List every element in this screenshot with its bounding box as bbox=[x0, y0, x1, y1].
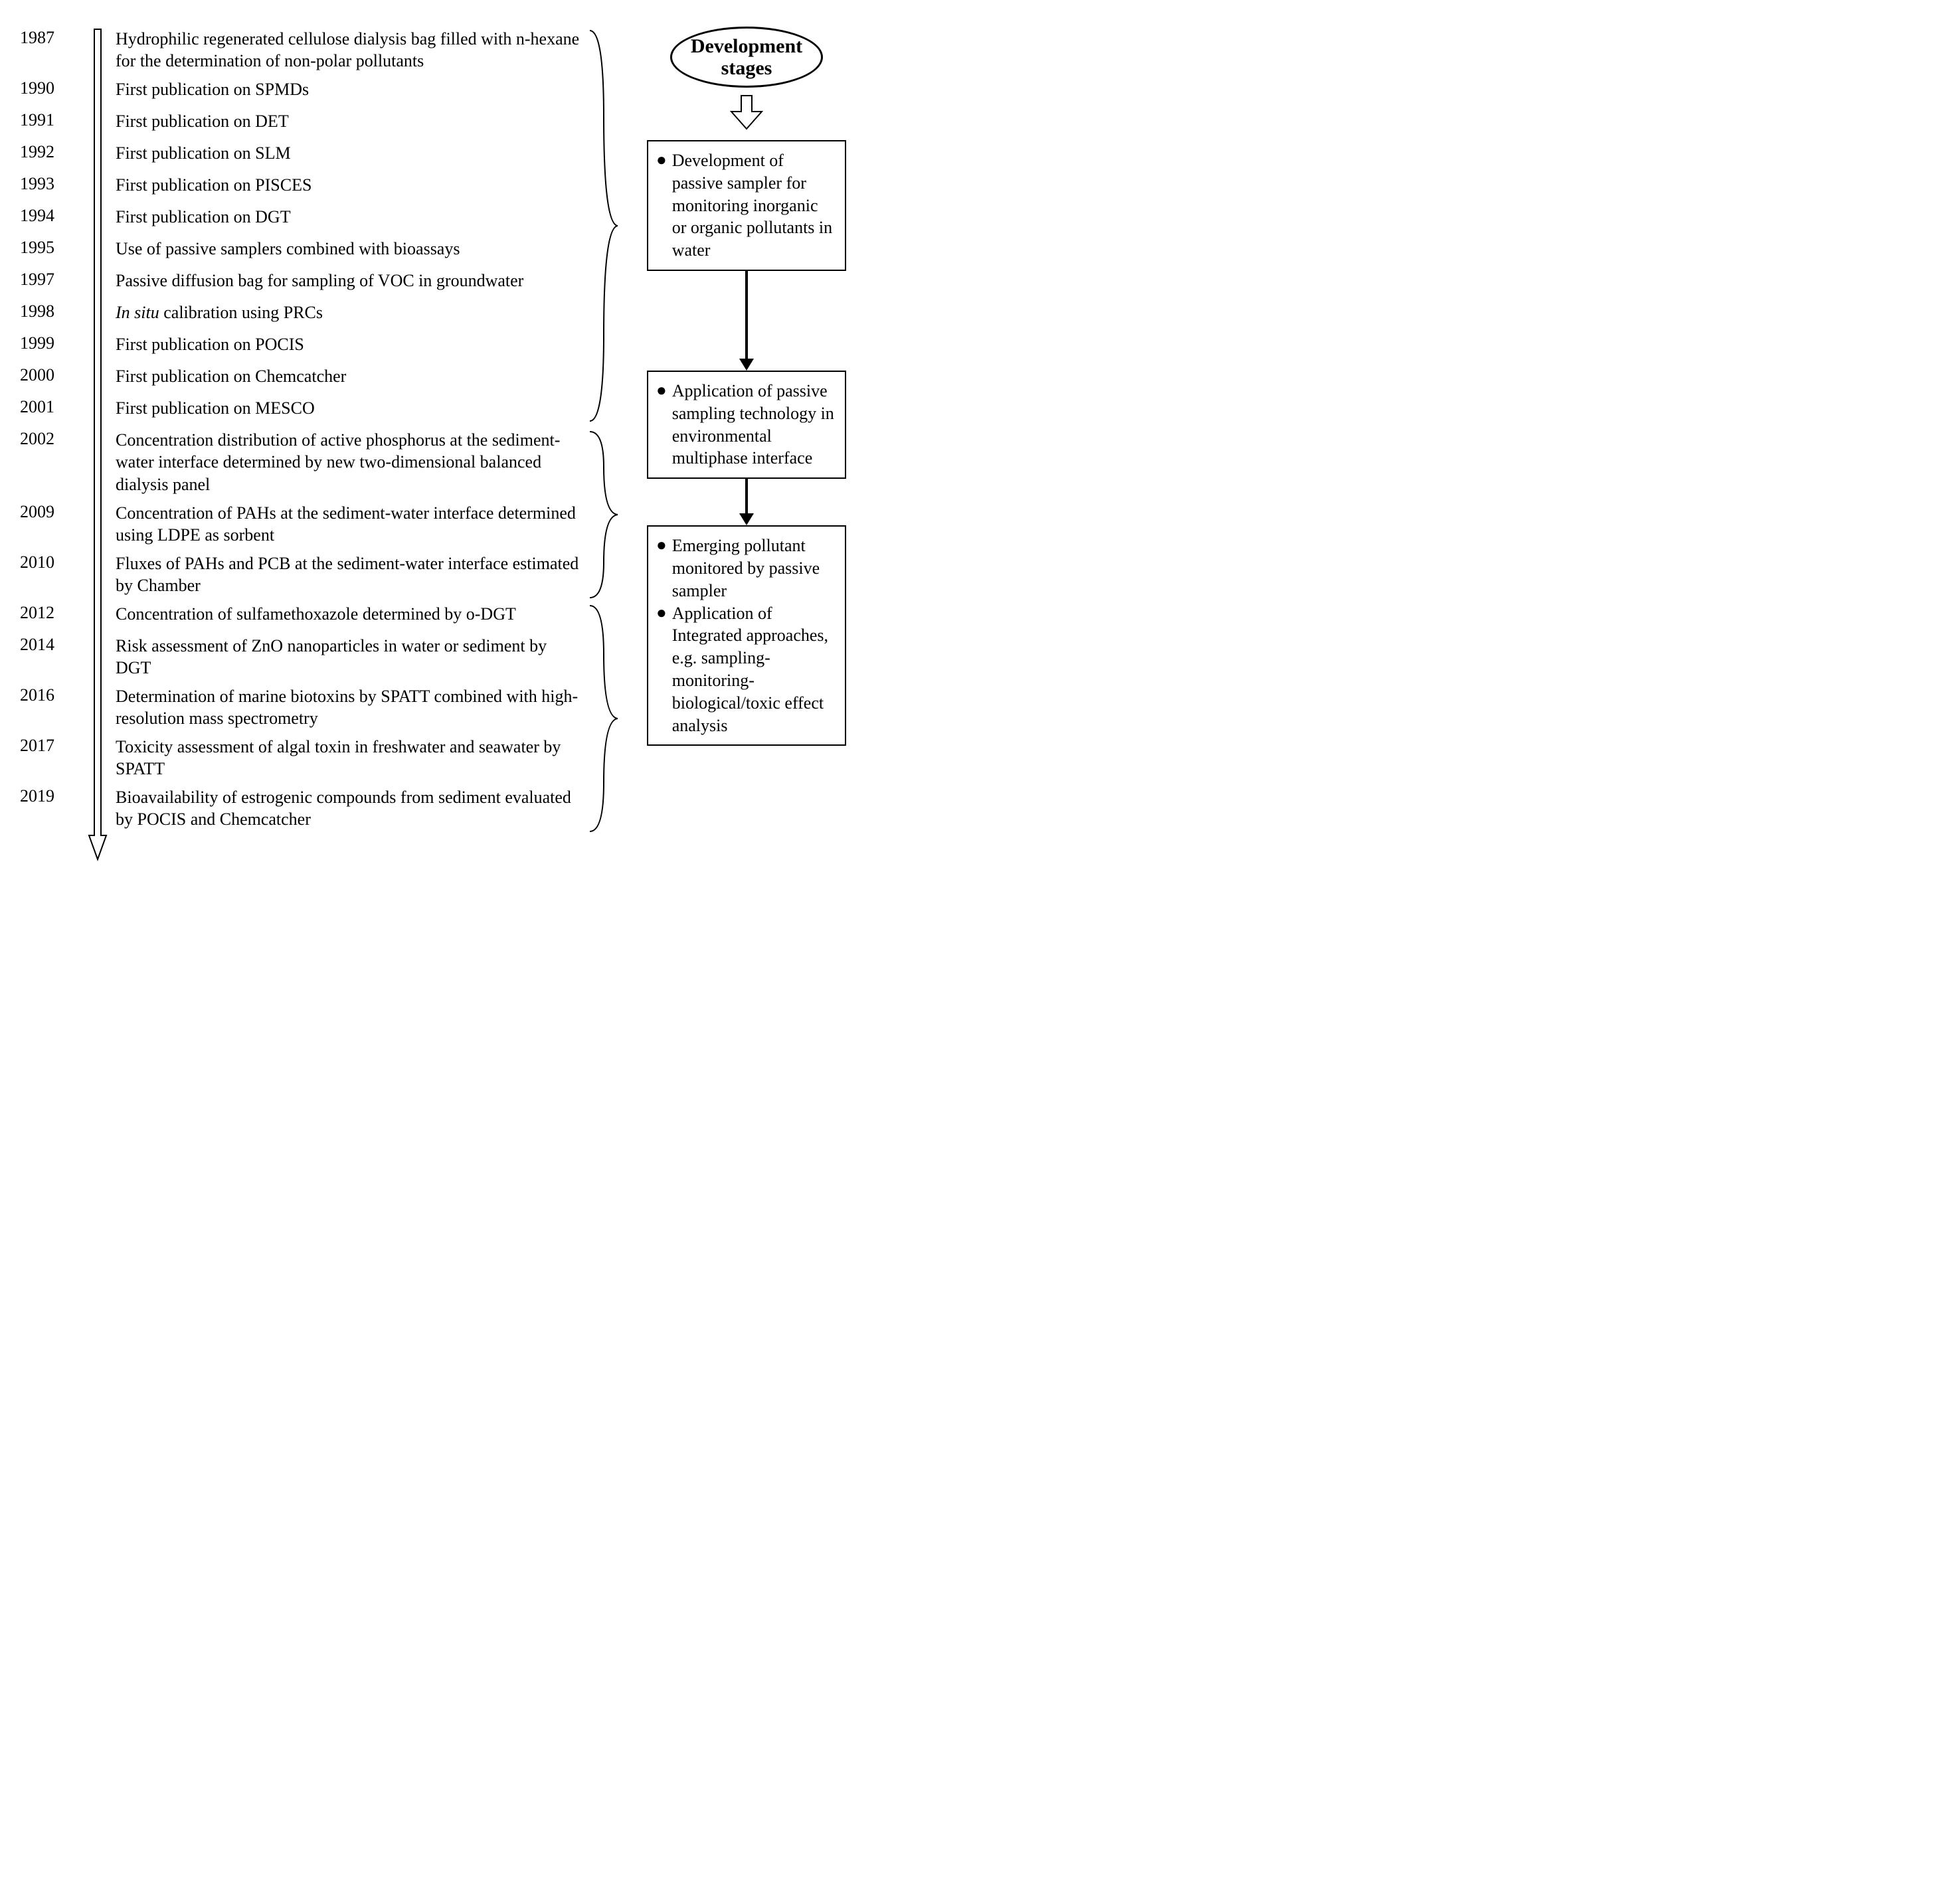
event-text: First publication on SPMDs bbox=[116, 77, 580, 109]
event-text: First publication on Chemcatcher bbox=[116, 364, 580, 396]
stage-bullet: ● Emerging pollutant monitored by passive… bbox=[656, 535, 834, 602]
year-label: 2016 bbox=[20, 684, 80, 734]
event-text: Concentration of PAHs at the sediment-wa… bbox=[116, 501, 580, 551]
timeline-left: 1987199019911992199319941995199719981999… bbox=[20, 27, 580, 862]
event-text: Risk assessment of ZnO nanoparticles in … bbox=[116, 634, 580, 684]
year-label: 2014 bbox=[20, 634, 80, 684]
year-label: 2002 bbox=[20, 428, 80, 501]
stages-header: Development stages bbox=[670, 27, 823, 140]
stages-title-ellipse: Development stages bbox=[670, 27, 823, 88]
year-label: 1990 bbox=[20, 77, 80, 109]
stage-bullet-text: Application of Integrated approaches, e.… bbox=[672, 602, 834, 737]
year-label: 1992 bbox=[20, 141, 80, 173]
timeline-diagram: 1987199019911992199319941995199719981999… bbox=[20, 27, 1940, 862]
event-text: First publication on PISCES bbox=[116, 173, 580, 205]
event-text: First publication on DGT bbox=[116, 205, 580, 236]
event-text: In situ calibration using PRCs bbox=[116, 300, 580, 332]
bullet-icon: ● bbox=[656, 382, 667, 399]
stage-bullet: ● Application of Integrated approaches, e… bbox=[656, 602, 834, 737]
year-label: 2010 bbox=[20, 551, 80, 602]
brace-column bbox=[587, 27, 627, 835]
year-label: 2000 bbox=[20, 364, 80, 396]
solid-down-arrow-icon bbox=[737, 271, 757, 371]
year-label: 2017 bbox=[20, 734, 80, 785]
stage-box: ● Development of passive sampler for moni… bbox=[647, 140, 846, 271]
curly-brace-icon bbox=[587, 27, 624, 425]
stage-box: ● Application of passive sampling technol… bbox=[647, 371, 846, 479]
hollow-down-arrow-icon bbox=[729, 93, 764, 135]
solid-down-arrow-icon bbox=[737, 479, 757, 525]
bullet-icon: ● bbox=[656, 151, 667, 169]
bullet-icon: ● bbox=[656, 604, 667, 622]
year-label: 2001 bbox=[20, 396, 80, 428]
year-label: 1998 bbox=[20, 300, 80, 332]
curly-brace-icon bbox=[587, 428, 624, 602]
stages-title-line2: stages bbox=[721, 57, 772, 79]
stage-bullet-text: Application of passive sampling technolo… bbox=[672, 380, 834, 470]
stage-bullet-text: Emerging pollutant monitored by passive … bbox=[672, 535, 834, 602]
stage-box: ● Emerging pollutant monitored by passive… bbox=[647, 525, 846, 746]
event-column: Hydrophilic regenerated cellulose dialys… bbox=[116, 27, 580, 862]
year-label: 2012 bbox=[20, 602, 80, 634]
year-label: 1993 bbox=[20, 173, 80, 205]
year-label: 1999 bbox=[20, 332, 80, 364]
event-text: Toxicity assessment of algal toxin in fr… bbox=[116, 734, 580, 785]
event-text: Hydrophilic regenerated cellulose dialys… bbox=[116, 27, 580, 77]
year-label: 1987 bbox=[20, 27, 80, 77]
event-text: Concentration distribution of active pho… bbox=[116, 428, 580, 501]
stages-title-line1: Development bbox=[691, 35, 802, 57]
event-text: Concentration of sulfamethoxazole determ… bbox=[116, 602, 580, 634]
stage-bullet: ● Application of passive sampling technol… bbox=[656, 380, 834, 470]
year-label: 2019 bbox=[20, 785, 80, 835]
stage-bullet-text: Development of passive sampler for monit… bbox=[672, 149, 834, 262]
stages-column: Development stages ● Development of passi… bbox=[640, 27, 853, 746]
event-text: Determination of marine biotoxins by SPA… bbox=[116, 684, 580, 734]
curly-brace-icon bbox=[587, 602, 624, 835]
event-text: Bioavailability of estrogenic compounds … bbox=[116, 785, 580, 835]
bullet-icon: ● bbox=[656, 537, 667, 554]
event-text: First publication on DET bbox=[116, 109, 580, 141]
event-text: First publication on MESCO bbox=[116, 396, 580, 428]
year-label: 1994 bbox=[20, 205, 80, 236]
event-text: Passive diffusion bag for sampling of VO… bbox=[116, 268, 580, 300]
event-text: First publication on SLM bbox=[116, 141, 580, 173]
event-text: Fluxes of PAHs and PCB at the sediment-w… bbox=[116, 551, 580, 602]
event-text: First publication on POCIS bbox=[116, 332, 580, 364]
year-label: 1997 bbox=[20, 268, 80, 300]
year-label: 1991 bbox=[20, 109, 80, 141]
year-label: 2009 bbox=[20, 501, 80, 551]
year-label: 1995 bbox=[20, 236, 80, 268]
year-column: 1987199019911992199319941995199719981999… bbox=[20, 27, 80, 862]
timeline-axis-arrow bbox=[88, 27, 108, 862]
event-text: Use of passive samplers combined with bi… bbox=[116, 236, 580, 268]
stage-bullet: ● Development of passive sampler for moni… bbox=[656, 149, 834, 262]
